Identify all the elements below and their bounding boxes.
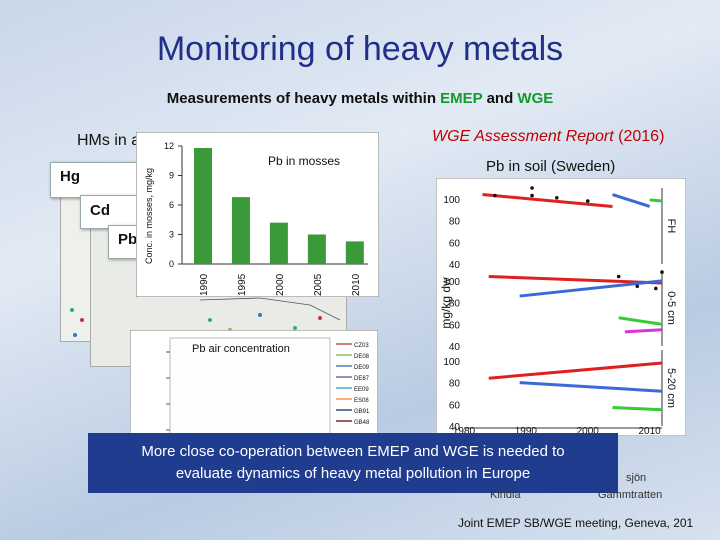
soil-point: [660, 270, 664, 274]
wge-report-name: WGE Assessment Report: [432, 128, 614, 145]
moss-x-tick-label: 2000: [275, 273, 286, 296]
soil-panel-label: 0-5 cm: [665, 291, 677, 325]
soil-y-tick-label: 60: [449, 238, 461, 249]
moss-y-tick-label: 9: [169, 171, 174, 181]
location-right-label: Gammtratten: [598, 489, 663, 501]
moss-bar: [194, 147, 212, 264]
soil-panel-label: FH: [665, 219, 677, 234]
soil-trend-line: [519, 381, 663, 393]
air-legend: CZ03 DE08 DE09 DE87 EE09 ES08 GB91 GB48: [336, 343, 370, 426]
soil-trend-line: [649, 198, 663, 203]
air-legend-label: CZ03: [354, 343, 369, 349]
soil-y-tick-label: 40: [449, 260, 461, 271]
air-chart-title: Pb air concentration: [192, 343, 290, 355]
moss-y-tick-label: 6: [169, 200, 174, 210]
moss-ylabel: Conc. in mosses, mg/kg: [144, 168, 154, 264]
subtitle-wge: WGE: [517, 90, 554, 107]
subtitle-prefix: Measurements of heavy metals within: [166, 90, 441, 107]
soil-trend-line: [624, 328, 663, 334]
soil-y-tick-label: 40: [449, 422, 461, 433]
soil-trend-line: [482, 193, 613, 208]
soil-panel-label: 5-20 cm: [665, 368, 677, 408]
soil-point: [585, 199, 590, 203]
soil-trend-line: [488, 361, 663, 380]
moss-x-tick-label: 1990: [199, 273, 210, 296]
moss-x-tick-label: 2010: [351, 273, 362, 296]
map-markers: [70, 297, 341, 337]
location-left-label: Kindla: [490, 489, 521, 501]
soil-point: [493, 193, 497, 198]
soil-point: [654, 286, 658, 291]
moss-bar-chart: Pb in mosses Conc. in mosses, mg/kg 0 3 6 9…: [136, 132, 379, 297]
air-y-ticks: [166, 351, 170, 431]
soil-x-tick-label: 1980: [453, 426, 476, 436]
soil-scatter-chart: mg/kg dw 40 60 80 100 FH 40 60 80 100 0-5 cm 40 60 8…: [436, 178, 686, 436]
soil-trend-line: [488, 275, 663, 285]
banner-line-2: evaluate dynamics of heavy metal polluti…: [175, 465, 531, 482]
moss-bar: [345, 241, 364, 264]
moss-y-tick-label: 0: [169, 259, 174, 269]
footer-text: Joint EMEP SB/WGE meeting, Geneva, 201: [458, 516, 694, 530]
soil-y-tick-label: 60: [449, 400, 461, 411]
soil-y-tick-label: 80: [449, 379, 461, 390]
soil-panels: 40 60 80 100 FH 40 60 80 100 0-5 cm 40 60 80 100 5-20 …: [443, 186, 677, 436]
banner-line-1: More close co-operation between EMEP and…: [141, 443, 565, 460]
air-legend-label: EE09: [354, 387, 369, 393]
soil-y-tick-label: 80: [449, 299, 461, 310]
moss-y-tick-label: 12: [164, 141, 174, 151]
soil-point: [635, 284, 640, 289]
soil-x-tick-label: 2010: [639, 426, 662, 436]
metal-label-pb: Pb: [118, 231, 138, 248]
moss-bar: [307, 234, 326, 264]
soil-chart-title: Pb in soil (Sweden): [486, 158, 616, 175]
location-top-label: sjön: [626, 472, 647, 484]
air-legend-label: ES08: [354, 398, 369, 404]
subtitle-emep: EMEP: [440, 90, 483, 107]
soil-point: [555, 195, 559, 200]
moss-bar: [269, 222, 288, 264]
soil-y-tick-label: 80: [449, 217, 461, 228]
soil-trend-line: [612, 406, 663, 412]
soil-point: [616, 274, 621, 279]
air-legend-label: DE08: [354, 354, 370, 360]
moss-y-tick-label: 3: [169, 230, 174, 240]
air-legend-label: GB48: [354, 420, 370, 426]
soil-y-tick-label: 100: [443, 195, 460, 206]
moss-title-text: Pb in mosses: [268, 154, 340, 168]
slide-title: Monitoring of heavy metals: [156, 30, 564, 68]
metal-label-hg: Hg: [60, 168, 80, 185]
soil-trend-line: [612, 193, 651, 208]
slide-subtitle: Measurements of heavy metals within EMEP…: [0, 90, 720, 107]
hms-label: HMs in a: [77, 132, 141, 149]
metal-label-cd: Cd: [90, 202, 110, 219]
air-legend-label: DE87: [354, 376, 370, 382]
soil-y-tick-label: 100: [443, 357, 460, 368]
conclusion-banner: More close co-operation between EMEP and…: [88, 433, 618, 493]
air-legend-label: DE09: [354, 365, 370, 371]
air-legend-label: GB91: [354, 409, 370, 415]
moss-bar: [231, 197, 250, 264]
soil-point: [530, 186, 534, 190]
soil-y-tick-label: 100: [443, 277, 460, 288]
wge-report-title: WGE Assessment Report (2016): [432, 128, 664, 146]
soil-trend-line: [618, 316, 663, 326]
moss-x-tick-label: 2005: [313, 273, 324, 296]
moss-x-tick-label: 1995: [237, 273, 248, 296]
moss-chart-title: Pb in mosses: [268, 154, 340, 168]
soil-x-tick-label: 1990: [515, 426, 538, 436]
air-line-chart: Pb air concentration CZ03 DE08 DE09 DE87 EE0…: [130, 330, 378, 440]
soil-y-tick-label: 60: [449, 320, 461, 331]
wge-report-year: (2016): [618, 128, 665, 145]
soil-point: [530, 193, 534, 198]
soil-trend-line: [519, 279, 663, 298]
soil-ylabel: mg/kg dw: [439, 277, 453, 329]
soil-x-tick-label: 2000: [577, 426, 600, 436]
subtitle-mid: and: [482, 90, 518, 107]
soil-y-tick-label: 40: [449, 342, 461, 353]
